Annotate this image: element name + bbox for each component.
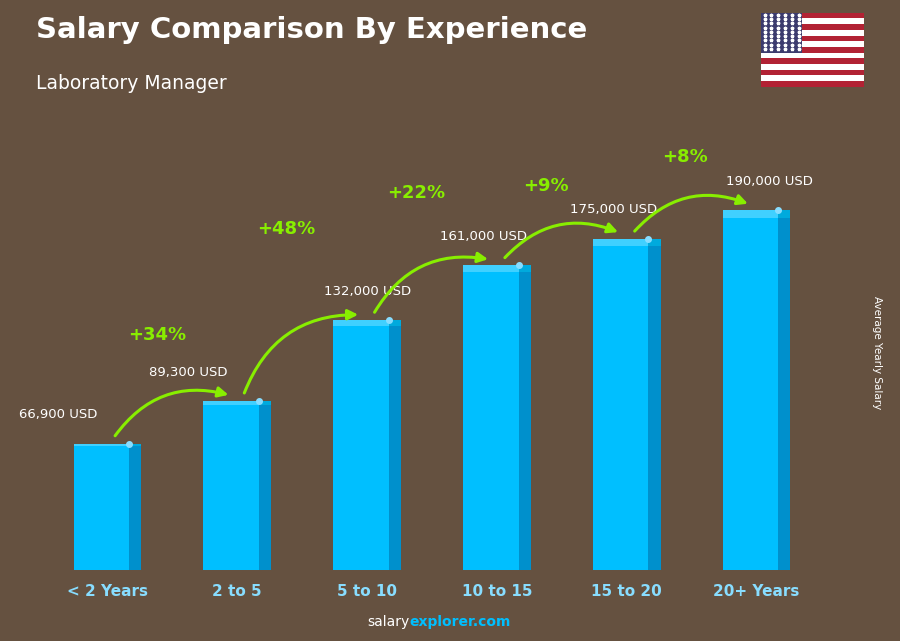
Bar xyxy=(760,35,864,41)
Text: 89,300 USD: 89,300 USD xyxy=(148,365,227,379)
Bar xyxy=(760,53,864,58)
Bar xyxy=(760,75,864,81)
Bar xyxy=(593,239,648,246)
Bar xyxy=(259,401,271,570)
Bar xyxy=(203,401,259,570)
Text: +9%: +9% xyxy=(524,177,569,195)
Bar xyxy=(518,265,531,570)
Bar xyxy=(760,41,864,47)
Bar xyxy=(333,320,389,326)
Bar xyxy=(778,210,790,570)
Bar xyxy=(648,239,661,570)
Text: 190,000 USD: 190,000 USD xyxy=(726,175,813,188)
Bar xyxy=(518,265,531,272)
Text: +22%: +22% xyxy=(387,185,446,203)
Bar xyxy=(259,401,271,405)
Bar xyxy=(723,210,778,570)
Bar xyxy=(778,210,790,219)
Text: +48%: +48% xyxy=(257,221,316,238)
Text: 66,900 USD: 66,900 USD xyxy=(19,408,97,421)
Bar xyxy=(760,30,864,35)
Bar xyxy=(74,444,129,570)
Bar xyxy=(760,64,864,69)
Bar xyxy=(593,239,648,570)
Bar xyxy=(723,210,778,219)
Text: +34%: +34% xyxy=(128,326,185,344)
Bar xyxy=(129,444,141,570)
Text: +8%: +8% xyxy=(662,148,708,167)
Bar xyxy=(760,58,864,64)
Bar xyxy=(129,444,141,447)
Text: explorer.com: explorer.com xyxy=(410,615,511,629)
Text: 132,000 USD: 132,000 USD xyxy=(323,285,410,297)
Bar xyxy=(760,13,864,19)
Text: Salary Comparison By Experience: Salary Comparison By Experience xyxy=(36,16,587,44)
Bar xyxy=(203,401,259,405)
Bar xyxy=(74,444,129,447)
Text: Average Yearly Salary: Average Yearly Salary xyxy=(872,296,883,409)
Bar xyxy=(760,47,864,53)
Bar xyxy=(760,24,864,30)
Text: salary: salary xyxy=(367,615,410,629)
Bar xyxy=(760,13,802,53)
Bar xyxy=(760,69,864,75)
Text: Laboratory Manager: Laboratory Manager xyxy=(36,74,227,93)
Bar xyxy=(333,320,389,570)
Bar xyxy=(760,19,864,24)
Bar xyxy=(648,239,661,246)
Bar xyxy=(389,320,400,326)
Bar xyxy=(760,81,864,87)
Text: 161,000 USD: 161,000 USD xyxy=(440,229,527,243)
Bar xyxy=(464,265,518,570)
Bar xyxy=(389,320,400,570)
Text: 175,000 USD: 175,000 USD xyxy=(571,203,657,216)
Bar xyxy=(464,265,518,272)
